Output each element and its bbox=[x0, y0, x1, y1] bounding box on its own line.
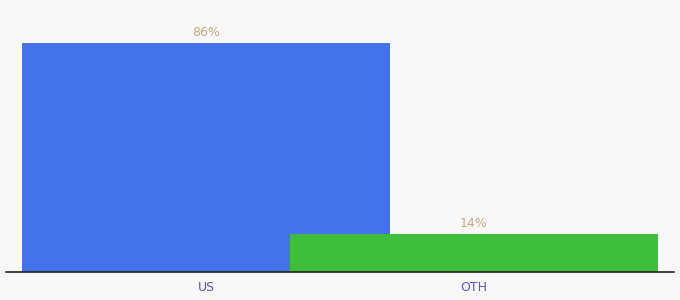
Bar bbox=[22, 43, 390, 272]
Bar bbox=[290, 235, 658, 272]
Text: 14%: 14% bbox=[460, 218, 488, 230]
Text: 86%: 86% bbox=[192, 26, 220, 39]
